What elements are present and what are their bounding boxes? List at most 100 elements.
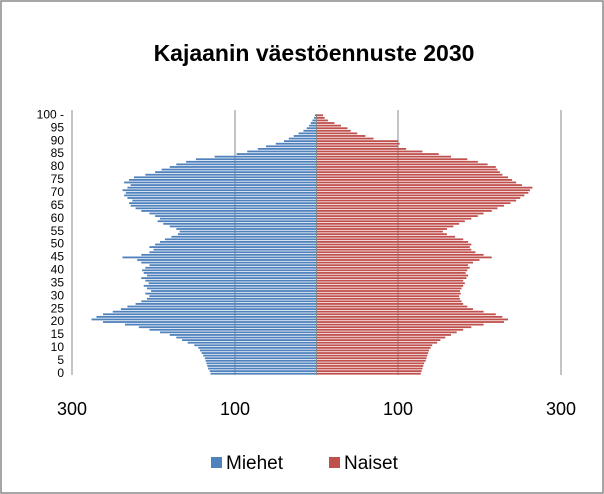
bar	[316, 359, 426, 362]
bar	[137, 259, 317, 261]
bar	[151, 290, 317, 292]
bar	[143, 272, 317, 274]
bar	[316, 315, 503, 318]
bar	[316, 181, 517, 184]
bar	[135, 207, 317, 210]
bar	[316, 246, 470, 248]
bar	[316, 222, 460, 225]
bar	[122, 256, 317, 259]
y-tick-label: 30	[51, 288, 65, 302]
bar	[112, 310, 317, 313]
bar	[127, 305, 317, 308]
bar	[316, 178, 513, 181]
bar	[145, 292, 317, 295]
bar	[316, 328, 464, 331]
bar	[176, 336, 317, 339]
bar	[316, 210, 492, 212]
y-tick-label: 0	[57, 366, 64, 380]
bar	[96, 315, 317, 318]
bar	[316, 137, 374, 140]
bar	[146, 274, 317, 277]
bar	[169, 225, 317, 228]
bar	[141, 277, 317, 279]
bar	[316, 147, 407, 150]
bar	[149, 328, 317, 331]
bar	[316, 122, 335, 124]
bar	[176, 228, 317, 230]
bar	[316, 153, 439, 155]
legend-swatch	[211, 457, 222, 468]
bar	[141, 210, 317, 212]
bar	[316, 238, 464, 241]
bar	[210, 372, 317, 375]
bar	[247, 150, 317, 153]
bar	[316, 292, 461, 295]
legend-label: Miehet	[226, 453, 284, 474]
bar	[316, 272, 466, 274]
bar	[303, 129, 317, 132]
bar	[316, 191, 529, 194]
bar	[257, 147, 317, 150]
bar	[316, 300, 462, 303]
legend-swatch	[329, 457, 340, 468]
bar	[160, 331, 317, 334]
bar	[316, 217, 472, 220]
y-tick-label: 60	[51, 211, 65, 225]
bar	[316, 184, 522, 186]
bar	[163, 222, 317, 225]
bar	[316, 168, 498, 171]
bar	[176, 163, 317, 166]
bar	[316, 135, 366, 137]
bar	[275, 142, 317, 145]
bar	[316, 321, 504, 323]
bar	[316, 241, 469, 243]
bar	[316, 220, 465, 223]
bar	[207, 365, 317, 367]
bar	[141, 261, 317, 264]
bar	[102, 313, 317, 316]
bar	[298, 132, 317, 135]
bar	[149, 295, 317, 298]
bar	[149, 212, 317, 215]
bar	[316, 215, 478, 217]
bar	[316, 346, 431, 349]
bar	[316, 326, 472, 329]
y-tick-label: 65	[51, 198, 65, 212]
bar	[316, 287, 462, 290]
bar	[142, 269, 317, 272]
chart-title: Kajaanin väestöennuste 2030	[154, 40, 475, 66]
bar	[316, 132, 358, 135]
bar	[171, 235, 317, 238]
bar	[316, 145, 398, 148]
bar	[206, 362, 317, 365]
bar	[316, 266, 470, 269]
bar	[132, 199, 317, 202]
bar	[316, 372, 421, 375]
bar	[316, 251, 476, 254]
bar	[316, 212, 484, 215]
bar	[209, 370, 317, 373]
bar	[155, 243, 317, 246]
bar	[160, 217, 317, 220]
bar	[316, 310, 484, 313]
bar	[316, 199, 517, 202]
bar	[120, 308, 317, 311]
bar	[169, 334, 317, 336]
bar	[204, 357, 317, 360]
bar	[316, 233, 447, 236]
bar	[316, 124, 341, 127]
bar	[265, 145, 317, 148]
bar	[316, 189, 531, 192]
bar	[316, 261, 473, 264]
bar	[316, 259, 480, 261]
bar	[145, 173, 317, 176]
bar	[316, 365, 424, 367]
bar	[310, 122, 317, 124]
bar	[283, 140, 317, 143]
bar	[127, 197, 317, 199]
bar	[316, 163, 488, 166]
bar	[124, 323, 317, 326]
bar	[316, 243, 472, 246]
bar	[186, 160, 317, 163]
